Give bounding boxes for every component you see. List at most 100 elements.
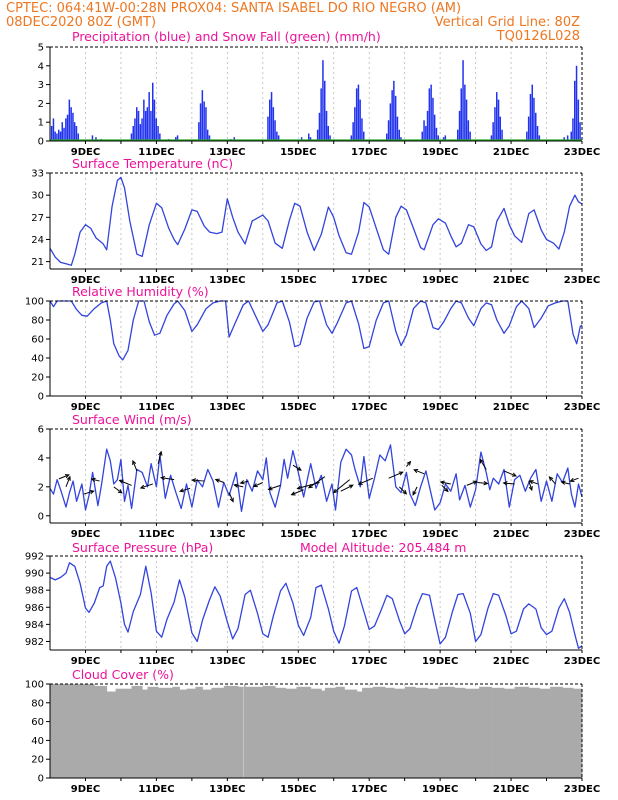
wind-arrow [413,469,425,475]
wind-arrow-head [290,491,296,496]
wind-arrow-head [406,460,412,466]
y-tick-label: 982 [25,637,44,648]
y-tick-label: 2 [38,99,44,110]
wind-arrow [340,484,354,492]
precip-bar [208,135,211,141]
wind-arrow-head [158,450,163,456]
cloud-bar [356,691,363,778]
pressure-title: Surface Pressure (hPa) [72,540,213,555]
precip-bar [152,82,154,141]
precip-bar [324,80,326,141]
cloud-bar [562,687,574,778]
wind-arrow [528,480,533,492]
precip-bar [136,107,138,141]
precip-bar [572,118,574,141]
precip-bar [75,126,78,141]
wind-arrow [252,482,264,488]
x-tick-label: 11DEC [138,147,174,158]
cloud-bar [238,686,244,778]
precip-bar [501,129,503,141]
precip-bar [68,99,71,141]
wind-arrow-shaft [477,482,488,485]
x-tick-label: 19DEC [422,529,458,540]
cloud-bar [465,688,480,778]
wind-arrow [65,475,71,488]
wind-arrow-head [117,489,123,494]
precip-bar [391,90,393,141]
x-tick-label: 23DEC [564,147,600,158]
precip-bar [199,103,202,141]
precip-bar [155,118,157,141]
x-tick-label: 11DEC [138,275,174,286]
wind-arrow-shaft [466,480,477,486]
wind-arrow [290,489,304,496]
precip-bar [497,99,500,141]
x-tick-label: 11DEC [138,529,174,540]
precip-bar [492,122,494,141]
wind-arrow [388,471,404,479]
wind-arrow-head [357,480,363,485]
wind-arrow-shaft [113,486,123,494]
x-tick-label: 17DEC [351,275,387,286]
cloud-bar [479,686,492,778]
precip-bar [387,120,390,141]
precip-bar [320,88,322,141]
precip-bar [426,110,429,141]
y-tick-label: 60 [31,335,44,346]
y-tick-label: 100 [25,680,44,691]
precip-bar [386,133,388,141]
precip-bar [316,129,319,141]
wind-arrow-head [118,479,124,484]
x-tick-label: 17DEC [351,784,387,795]
x-tick-label: 17DEC [351,402,387,413]
precip-bar [494,107,496,141]
precip-bar [157,126,159,141]
y-tick-label: 4 [38,61,44,72]
wind-arrow-shaft [398,486,407,495]
wind-arrow-shaft [413,469,425,475]
wind-arrow-head [402,489,408,495]
x-tick-label: 23DEC [564,529,600,540]
precip-bar [430,84,432,141]
precip-bar [526,131,528,141]
wind-arrow-head [90,477,96,483]
x-tick-label: 9DEC [71,275,100,286]
x-tick-label: 21DEC [493,147,529,158]
precip-bar [65,118,67,141]
precip-bar [153,99,156,141]
precip-bar [176,135,179,141]
x-tick-label: 15DEC [280,784,316,795]
cloud-bar [211,687,225,778]
wind-arrow-head [479,458,484,464]
precip-bar [437,135,439,141]
wind-arrow-shaft [503,470,517,477]
panel-wind: Surface Wind (m/s) 0 2 4 6 9DEC 11DEC 13DEC 15D… [38,412,601,540]
wind-arrow-shaft [140,483,154,489]
panel-humidity: Relative Humidity (%) 0 20 40 60 80 100 9DEC 11… [25,284,600,413]
y-tick-label: 0 [38,774,44,785]
precip-bar [91,135,94,141]
precip-bar [442,137,445,141]
wind-arrow-shaft [132,460,138,472]
cloud-bar [94,685,108,778]
precip-bar [363,131,365,141]
wind-arrow-shaft [528,480,533,491]
wind-arrow [191,478,205,483]
wind-arrow [548,476,556,485]
precip-bar [274,120,276,141]
y-tick-label: 6 [38,425,44,436]
x-tick-label: 9DEC [71,656,100,667]
wind-arrow-shaft [91,478,100,482]
x-tick-label: 13DEC [209,656,245,667]
precip-bar [134,118,136,141]
cloud-bar [573,688,583,778]
precip-bar [143,99,145,141]
precip-bar [464,84,466,141]
cloud-bar [172,686,180,778]
precip-bar [575,65,578,141]
y-tick-label: 24 [31,235,44,246]
precip-bar [444,135,447,141]
wind-arrow-shaft [192,479,205,482]
precip-bar [563,137,565,141]
wind-arrow [113,486,123,494]
